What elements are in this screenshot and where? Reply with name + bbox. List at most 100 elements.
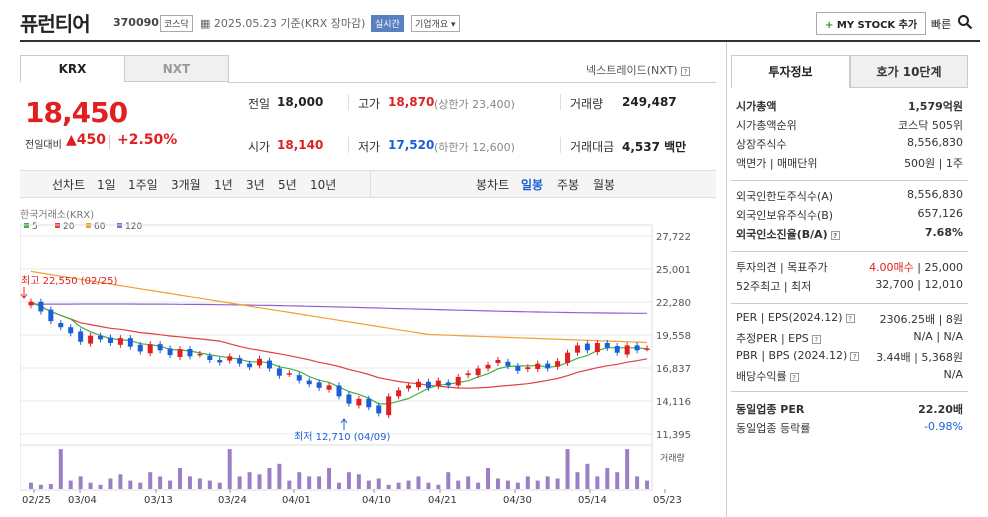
info-value: N/A | N/A <box>913 330 963 343</box>
open-value: 18,140 <box>277 138 324 152</box>
ma60-line <box>30 270 648 344</box>
opinion-value: 4.00매수 <box>869 261 914 274</box>
volume-bar <box>396 482 401 489</box>
info-label: 외국인한도주식수(A) <box>736 188 833 204</box>
x-tick-label: 03/24 <box>218 495 247 506</box>
divider <box>109 135 110 149</box>
candle-body <box>386 396 392 416</box>
search-icon[interactable] <box>957 14 973 30</box>
period-1d-button[interactable]: 1일 <box>97 178 116 192</box>
panel-divider <box>726 42 727 517</box>
candle-body <box>316 382 322 388</box>
volume-bar <box>595 476 600 489</box>
volume-bar <box>386 484 391 489</box>
info-label-text: 동일업종 PER <box>736 403 805 416</box>
line-chart-label: 선차트 <box>52 178 86 192</box>
amount-value: 4,537 백만 <box>622 140 687 154</box>
info-label: 동일업종 등락률 <box>736 420 810 436</box>
monthly-button[interactable]: 월봉 <box>593 178 616 192</box>
volume-bar <box>168 480 173 489</box>
nextrade-link[interactable]: 넥스트레이드(NXT) ? <box>586 62 691 78</box>
open-label: 시가 <box>248 140 271 154</box>
info-value: 8,556,830 <box>907 136 963 149</box>
volume-bar <box>505 480 510 489</box>
legend-label: 60 <box>94 222 106 232</box>
max-price-annotation: 최고 22,550 (02/25) <box>21 275 117 287</box>
period-10y-button[interactable]: 10년 <box>310 178 337 192</box>
help-icon[interactable]: ? <box>830 230 840 240</box>
ma20-line <box>30 301 648 389</box>
x-tick-label: 04/30 <box>503 495 532 506</box>
base-date: ▦ 2025.05.23 기준(KRX 장마감) <box>200 15 365 31</box>
period-1w-button[interactable]: 1주일 <box>128 178 158 192</box>
tab-nxt[interactable]: NXT <box>124 55 229 82</box>
help-icon[interactable]: ? <box>850 351 860 361</box>
volume-bar <box>615 472 620 489</box>
volume-value: 249,487 <box>622 95 677 109</box>
low-value: 17,520 <box>388 138 435 152</box>
info-label-text: PER | EPS(2024.12) <box>736 311 843 324</box>
candle-body <box>346 394 352 404</box>
candle-body <box>58 322 64 328</box>
candle-body <box>525 367 531 370</box>
tab-order-book[interactable]: 호가 10단계 <box>850 55 968 88</box>
candle-body <box>147 344 153 354</box>
divider <box>348 137 349 153</box>
add-mystock-button[interactable]: + MY STOCK 추가 <box>816 12 927 35</box>
tab-investment-info[interactable]: 투자정보 <box>731 55 850 88</box>
y-tick-label: 27,722 <box>656 232 691 243</box>
section-divider <box>731 180 968 181</box>
weekly-button[interactable]: 주봉 <box>557 178 580 192</box>
daily-button[interactable]: 일봉 <box>521 178 544 192</box>
candle-body <box>257 358 263 366</box>
chart-frame <box>20 224 653 491</box>
help-icon[interactable]: ? <box>845 313 855 323</box>
info-label: 외국인보유주식수(B) <box>736 207 833 223</box>
volume-bar <box>118 474 123 489</box>
volume-bar <box>446 472 451 489</box>
tab-krx[interactable]: KRX <box>20 55 125 82</box>
volume-bar <box>486 468 491 489</box>
period-1y-button[interactable]: 1년 <box>214 178 233 192</box>
volume-bar <box>565 449 570 489</box>
period-3m-button[interactable]: 3개월 <box>171 178 201 192</box>
candle-body <box>98 335 104 340</box>
candle-body <box>137 344 143 352</box>
volume-bar <box>585 463 590 489</box>
volume-bar <box>98 484 103 489</box>
volume-bar <box>247 472 252 489</box>
x-tick-label: 05/14 <box>578 495 607 506</box>
change-value: ▲450 <box>66 132 106 148</box>
period-3y-button[interactable]: 3년 <box>246 178 265 192</box>
candle-body <box>237 358 243 364</box>
low-label: 저가 <box>358 140 381 154</box>
tab-divider <box>228 82 716 83</box>
section-divider <box>731 391 968 392</box>
quick-search-label[interactable]: 빠른 <box>931 18 952 31</box>
volume-bar <box>545 476 550 489</box>
help-icon[interactable]: ? <box>681 66 691 76</box>
section-divider <box>731 303 968 304</box>
plus-icon: + <box>825 20 837 31</box>
volume-bar <box>456 480 461 489</box>
info-label-text: 동일업종 등락률 <box>736 422 811 435</box>
info-value: 4.00매수 | 25,000 <box>869 259 963 275</box>
help-icon[interactable]: ? <box>789 372 799 382</box>
period-5y-button[interactable]: 5년 <box>278 178 297 192</box>
volume-bar <box>495 478 500 489</box>
stock-chart[interactable]: 한국거래소(KRX) 5 20 60 120 27,722 25,001 22,280 19… <box>20 205 720 511</box>
volume-bar <box>237 476 242 489</box>
candle-body <box>227 356 233 361</box>
info-value: 7.68% <box>924 226 963 239</box>
candle-body <box>445 382 451 386</box>
company-overview-dropdown[interactable]: 기업개요 ▾ <box>411 15 460 32</box>
realtime-button[interactable]: 실시간 <box>371 15 404 32</box>
volume-bar <box>327 468 332 489</box>
divider <box>348 94 349 110</box>
candle-body <box>634 345 640 351</box>
candle-body <box>565 352 571 363</box>
volume-bar <box>128 480 133 489</box>
prev-close-label: 전일 <box>248 97 271 111</box>
volume-bar <box>88 482 93 489</box>
help-icon[interactable]: ? <box>811 334 821 344</box>
